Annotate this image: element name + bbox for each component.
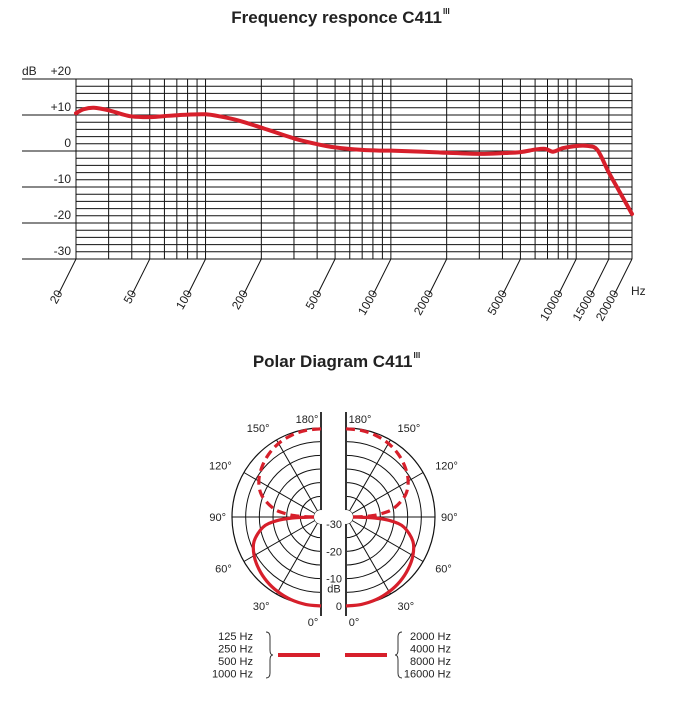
x-tick-leader	[57, 258, 77, 296]
polar-title-superscript: III	[413, 351, 421, 360]
polar-radial-label: -30	[326, 519, 342, 531]
frequency-response-curve	[74, 105, 634, 216]
polar-spoke	[243, 472, 316, 514]
polar-spoke	[349, 522, 391, 595]
frequency-title-superscript: III	[443, 7, 450, 16]
x-tick-leader	[557, 258, 577, 296]
legend-right-entry: 8000 Hz	[410, 656, 451, 668]
x-tick-leader	[501, 258, 521, 296]
polar-angle-label: 60°	[215, 564, 232, 576]
x-tick-leader	[590, 258, 610, 296]
x-tick-leader	[316, 258, 336, 296]
legend-left-entry: 500 Hz	[218, 656, 253, 668]
polar-front-lobe-solid	[345, 515, 416, 608]
polar-spoke	[351, 520, 424, 562]
legend-left-brace	[265, 631, 274, 679]
legend-left-entry: 250 Hz	[218, 644, 253, 656]
legend-right-entry: 16000 Hz	[404, 669, 451, 681]
x-tick-leader	[428, 258, 448, 296]
x-tick-leader	[372, 258, 392, 296]
legend-left-entry: 1000 Hz	[212, 669, 253, 681]
polar-title-text: Polar Diagram C411	[252, 352, 413, 371]
legend-left-entry: 125 Hz	[218, 631, 253, 643]
x-tick-label: 50	[121, 287, 140, 306]
x-tick-leader	[242, 258, 262, 296]
frequency-response-title: Frequency responce C411III	[4, 7, 673, 28]
y-tick-label: -30	[54, 244, 72, 258]
polar-spoke	[349, 439, 391, 512]
polar-angle-label: 90°	[441, 512, 458, 524]
polar-spoke	[276, 522, 318, 595]
polar-angle-label: 120°	[209, 461, 232, 473]
frequency-title-text: Frequency responce C411	[231, 8, 443, 27]
y-tick-label: 0	[64, 136, 71, 150]
x-tick-label: 20	[47, 287, 66, 306]
polar-spoke	[351, 472, 424, 514]
polar-front-lobe-solid	[251, 515, 322, 608]
x-tick-leader	[613, 258, 633, 296]
polar-angle-label: 150°	[398, 423, 421, 435]
polar-hub	[339, 510, 353, 524]
polar-hub	[314, 510, 328, 524]
y-tick-label: +10	[51, 100, 72, 114]
polar-angle-label: 180°	[296, 414, 319, 426]
polar-angle-label: 180°	[349, 414, 372, 426]
legend-right-entry: 4000 Hz	[410, 644, 451, 656]
frequency-grid	[22, 78, 633, 260]
polar-angle-label: 30°	[253, 601, 270, 613]
polar-angle-label: 0°	[308, 617, 319, 629]
polar-radial-unit: dB	[327, 584, 340, 596]
y-tick-label: -20	[54, 208, 72, 222]
polar-radial-label: -10	[326, 574, 342, 586]
polar-spoke	[276, 439, 318, 512]
polar-spoke	[243, 520, 316, 562]
polar-angle-label: 60°	[435, 564, 452, 576]
y-tick-label: -10	[54, 172, 72, 186]
polar-angle-label: 120°	[435, 461, 458, 473]
legend-right-brace	[394, 631, 403, 679]
polar-rear-lobe-dashed	[345, 427, 410, 519]
polar-radial-label: -20	[326, 546, 342, 558]
x-axis-unit-label: Hz	[631, 284, 646, 298]
polar-right-half	[339, 412, 436, 616]
polar-angle-label: 0°	[349, 617, 360, 629]
polar-angle-label: 90°	[209, 512, 226, 524]
polar-angle-label: 30°	[398, 601, 415, 613]
polar-diagram-title: Polar Diagram C411III	[0, 351, 673, 372]
polar-left-half	[231, 412, 328, 616]
y-axis-unit-label: dB	[22, 64, 37, 78]
y-tick-label: +20	[51, 64, 72, 78]
polar-angle-label: 150°	[247, 423, 270, 435]
polar-rear-lobe-dashed	[257, 427, 322, 519]
polar-radial-label: 0	[336, 601, 342, 613]
x-tick-leader	[131, 258, 151, 296]
x-tick-leader	[187, 258, 206, 296]
legend-right-entry: 2000 Hz	[410, 631, 451, 643]
